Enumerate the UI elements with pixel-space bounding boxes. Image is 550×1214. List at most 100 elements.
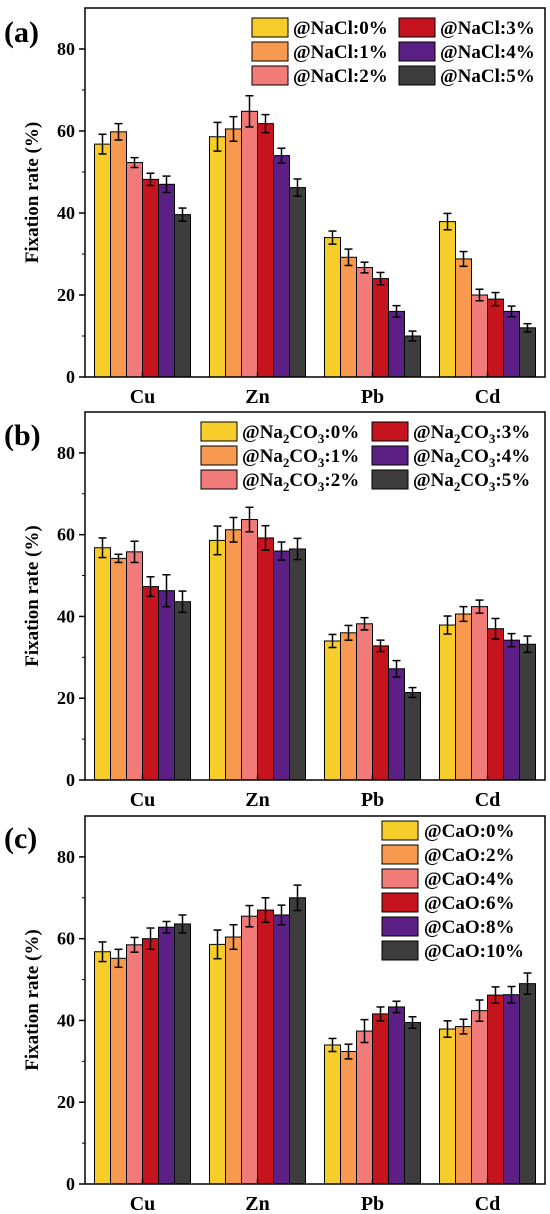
- legend-swatch: [382, 869, 418, 888]
- bar-cu-s0: [95, 952, 111, 1184]
- x-tick-label-pb: Pb: [361, 1193, 384, 1214]
- bar-zn-s2: [242, 111, 258, 377]
- y-tick-label-40: 40: [57, 1010, 75, 1030]
- x-tick-label-pb: Pb: [361, 789, 384, 811]
- legend-swatch: [399, 18, 435, 37]
- bar-cu-s5: [175, 602, 191, 780]
- legend-label: @Na2CO3:5%: [413, 470, 530, 494]
- bar-cd-s5: [520, 984, 536, 1184]
- bar-cu-s0: [95, 548, 111, 780]
- bar-zn-s3: [258, 538, 274, 780]
- y-tick-label-60: 60: [57, 525, 75, 545]
- bar-zn-s0: [210, 137, 226, 377]
- y-tick-label-20: 20: [57, 1092, 75, 1112]
- y-tick-label-40: 40: [57, 203, 75, 223]
- bar-cu-s1: [111, 958, 127, 1184]
- x-tick-label-cd: Cd: [475, 789, 501, 811]
- x-tick-label-pb: Pb: [361, 386, 384, 408]
- bar-pb-s4: [389, 669, 405, 780]
- bar-cu-s2: [127, 552, 143, 780]
- bar-cd-s1: [456, 1027, 472, 1184]
- legend-swatch: [399, 42, 435, 61]
- bar-cu-s5: [175, 924, 191, 1184]
- bar-zn-s5: [290, 549, 306, 780]
- legend-swatch: [382, 821, 418, 840]
- legend-swatch: [372, 470, 408, 489]
- bar-cu-s5: [175, 215, 191, 377]
- y-tick-label-80: 80: [57, 443, 75, 463]
- legend-label: @Na2CO3:1%: [242, 446, 359, 470]
- legend-label: @Na2CO3:3%: [413, 422, 530, 446]
- legend-label: @CaO:2%: [424, 845, 515, 866]
- bar-cu-s3: [143, 939, 159, 1184]
- legend-label: @CaO:0%: [424, 821, 515, 842]
- legend-label: @Na2CO3:2%: [242, 470, 359, 494]
- bar-cu-s4: [159, 927, 175, 1184]
- bar-cu-s2: [127, 163, 143, 377]
- bar-pb-s0: [325, 1045, 341, 1184]
- legend-swatch: [252, 18, 288, 37]
- legend-label: @NaCl:1%: [293, 42, 388, 63]
- legend-label: @Na2CO3:0%: [242, 422, 359, 446]
- bar-pb-s3: [373, 1014, 389, 1184]
- x-tick-label-cu: Cu: [130, 386, 156, 408]
- bar-pb-s2: [357, 268, 373, 377]
- chart-panel-3: Cu Zn Pb Cd 0 20 40 60 80 Fixation rate (%) (c) @Ca…: [4, 816, 545, 1214]
- x-tick-label-zn: Zn: [245, 789, 269, 811]
- bar-zn-s2: [242, 916, 258, 1184]
- bar-cd-s1: [456, 259, 472, 377]
- bar-cu-s3: [143, 587, 159, 780]
- y-axis-label: Fixation rate (%): [22, 122, 43, 263]
- bar-pb-s3: [373, 279, 389, 377]
- bar-zn-s4: [274, 915, 290, 1184]
- bar-cd-s3: [488, 629, 504, 780]
- bar-zn-s3: [258, 910, 274, 1184]
- bar-cd-s0: [440, 222, 456, 377]
- bar-cu-s0: [95, 144, 111, 377]
- legend-swatch: [399, 66, 435, 85]
- bar-cd-s0: [440, 625, 456, 780]
- bar-cd-s2: [472, 1011, 488, 1184]
- legend-label: @NaCl:5%: [440, 66, 535, 87]
- legend-swatch: [372, 446, 408, 465]
- bar-cd-s5: [520, 328, 536, 377]
- legend-label: @CaO:10%: [424, 941, 524, 962]
- x-tick-label-cd: Cd: [475, 1193, 501, 1214]
- legend: @NaCl:0% @NaCl:1% @NaCl:2% @NaCl:3% @NaCl:4%…: [252, 18, 535, 87]
- legend-swatch: [201, 422, 237, 441]
- y-tick-label-40: 40: [57, 606, 75, 626]
- bar-zn-s1: [226, 129, 242, 377]
- bar-zn-s0: [210, 540, 226, 780]
- y-axis-label: Fixation rate (%): [22, 525, 43, 666]
- bar-pb-s1: [341, 1052, 357, 1184]
- x-tick-label-cd: Cd: [475, 386, 501, 408]
- y-tick-label-60: 60: [57, 929, 75, 949]
- y-tick-label-60: 60: [57, 121, 75, 141]
- panel-label: (c): [4, 822, 37, 855]
- bar-zn-s5: [290, 898, 306, 1184]
- y-tick-label-20: 20: [57, 688, 75, 708]
- y-tick-label-80: 80: [57, 847, 75, 867]
- bar-pb-s0: [325, 238, 341, 377]
- bar-zn-s2: [242, 520, 258, 780]
- chart-panel-2: Cu Zn Pb Cd 0 20 40 60 80 Fixation rate (%) (b) @Na…: [4, 412, 545, 811]
- panel-label: (b): [4, 419, 41, 452]
- bar-pb-s3: [373, 646, 389, 780]
- bar-cd-s1: [456, 614, 472, 780]
- bar-cd-s3: [488, 995, 504, 1184]
- bar-cd-s4: [504, 311, 520, 377]
- bar-cd-s0: [440, 1029, 456, 1184]
- bar-cd-s3: [488, 299, 504, 377]
- x-tick-label-zn: Zn: [245, 1193, 269, 1214]
- bar-pb-s5: [405, 692, 421, 780]
- legend-swatch: [372, 422, 408, 441]
- y-tick-label-20: 20: [57, 285, 75, 305]
- bar-zn-s4: [274, 156, 290, 377]
- bar-pb-s2: [357, 624, 373, 780]
- bar-pb-s0: [325, 641, 341, 780]
- bar-cd-s5: [520, 644, 536, 780]
- y-tick-label-80: 80: [57, 39, 75, 59]
- bar-cu-s4: [159, 591, 175, 780]
- y-tick-label-0: 0: [66, 770, 75, 790]
